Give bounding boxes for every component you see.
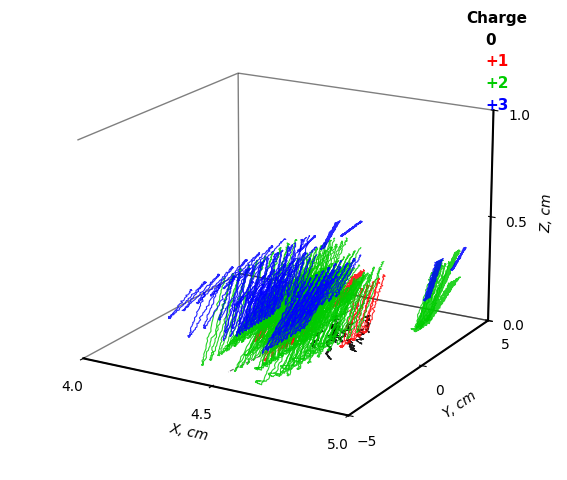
X-axis label: X, cm: X, cm bbox=[168, 421, 209, 443]
Legend: 0, +1, +2, +3: 0, +1, +2, +3 bbox=[461, 5, 533, 119]
Y-axis label: Y, cm: Y, cm bbox=[441, 388, 479, 420]
